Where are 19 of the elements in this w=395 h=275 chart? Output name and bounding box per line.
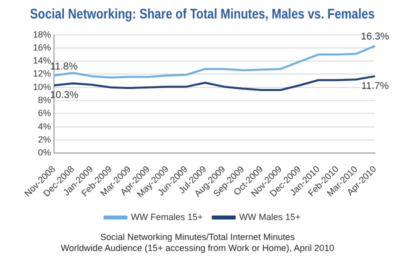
y-tick-label: 12% [33, 68, 52, 79]
data-label: 11.7% [361, 80, 389, 92]
data-label: 11.8% [50, 61, 78, 72]
data-label: 16.3% [360, 32, 390, 43]
y-tick-label: 18% [33, 29, 52, 40]
y-tick-label: 0% [38, 148, 52, 158]
chart-title: Social Networking: Share of Total Minutes, Males vs. Females [30, 5, 375, 22]
y-tick-label: 4% [38, 121, 52, 132]
legend-label: WW Males 15+ [239, 212, 301, 222]
data-label: 10.3% [50, 90, 78, 102]
legend-label: WW Females 15+ [130, 212, 203, 222]
y-tick-label: 6% [38, 108, 52, 118]
y-tick-label: 16% [33, 42, 52, 52]
y-tick-label: 14% [33, 56, 52, 66]
text: Social Networking Minutes/Total Internet Minutes [99, 232, 296, 243]
y-tick-label: 2% [38, 134, 52, 144]
y-tick-label: 10% [33, 82, 52, 92]
y-tick-label: 8% [38, 94, 52, 105]
text: Worldwide Audience (15+ accessing from Work or Home), April 2010 [60, 243, 336, 254]
